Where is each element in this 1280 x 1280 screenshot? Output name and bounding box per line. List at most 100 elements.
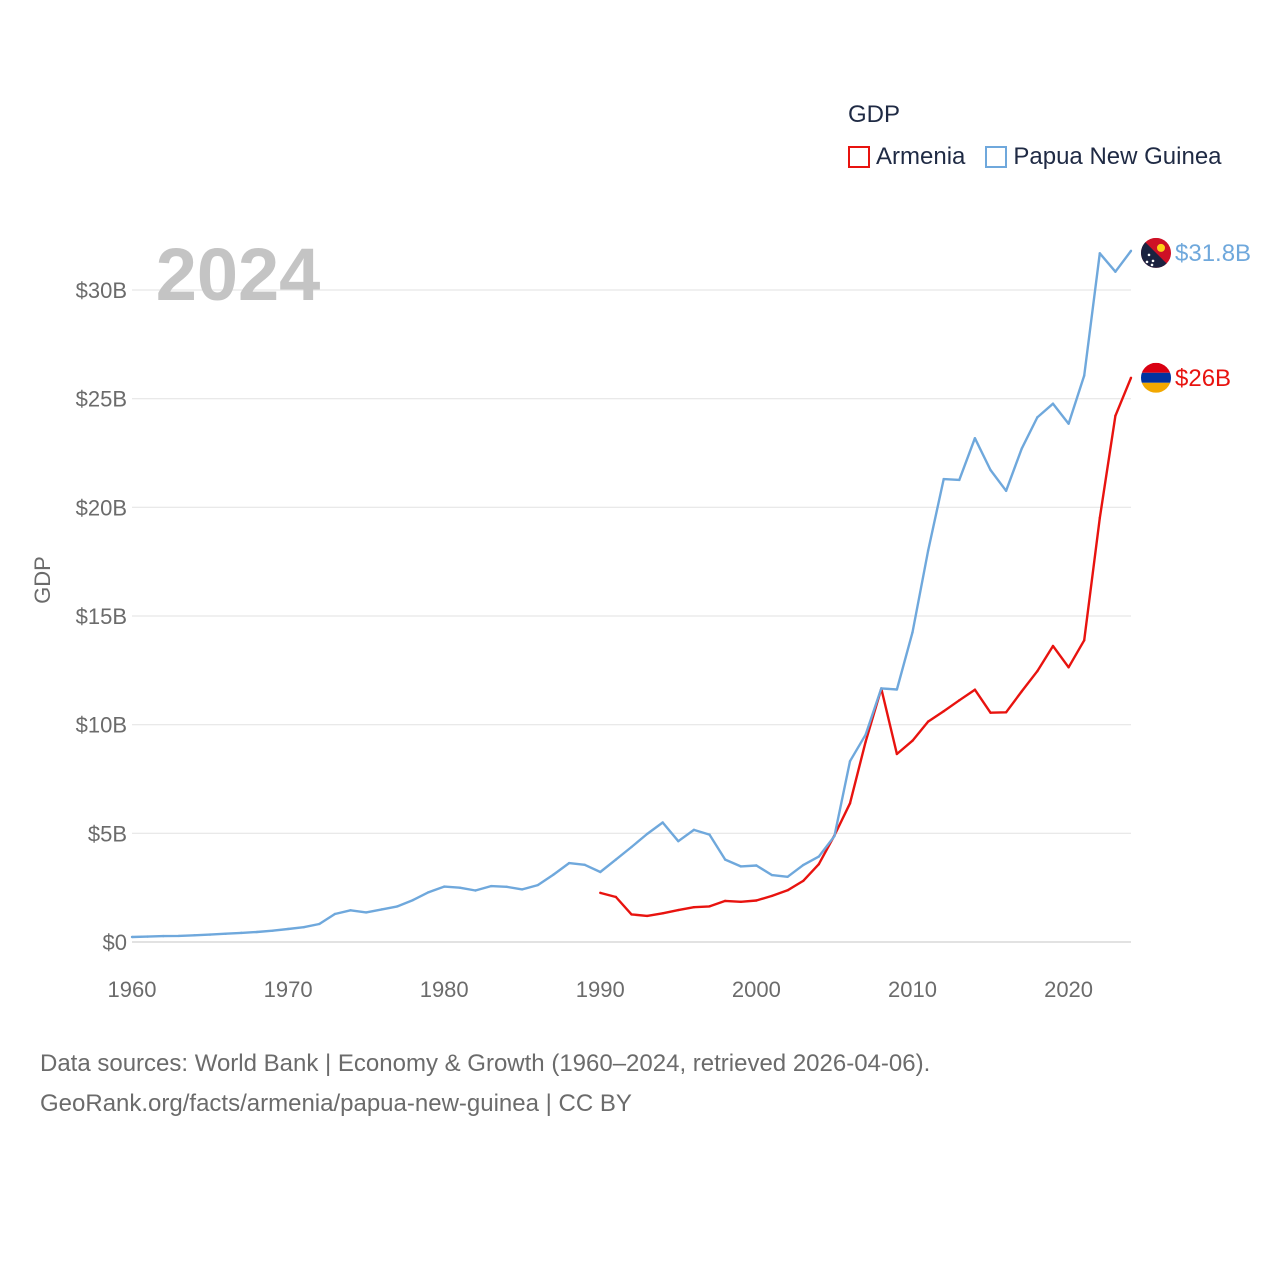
y-tick-label: $0 — [103, 930, 127, 955]
data-point-papua-new-guinea — [162, 934, 165, 938]
data-point-armenia — [708, 905, 711, 908]
data-point-armenia — [723, 899, 727, 903]
y-tick-label: $25B — [76, 387, 127, 412]
data-point-papua-new-guinea — [364, 911, 368, 914]
data-point-papua-new-guinea — [864, 733, 867, 736]
legend-swatch-papua-new-guinea — [985, 146, 1008, 168]
x-tick-label: 1990 — [576, 977, 625, 1002]
data-point-papua-new-guinea — [926, 549, 930, 552]
data-point-papua-new-guinea — [1020, 447, 1023, 450]
x-axis-ticks: 1960 1970 1980 1990 2000 2010 2020 — [108, 977, 1094, 1002]
data-point-armenia — [1004, 711, 1008, 714]
y-tick-label: $5B — [88, 821, 127, 846]
data-point-papua-new-guinea — [146, 935, 149, 938]
data-point-armenia — [1114, 414, 1117, 418]
data-point-papua-new-guinea — [411, 898, 415, 902]
data-point-papua-new-guinea — [427, 891, 430, 894]
data-point-papua-new-guinea — [474, 889, 477, 892]
data-point-armenia — [614, 895, 618, 899]
legend: Armenia Papua New Guinea — [848, 143, 1242, 171]
legend-title: GDP — [848, 101, 901, 128]
data-point-papua-new-guinea — [645, 832, 649, 836]
series-line-armenia[interactable] — [599, 377, 1133, 918]
data-point-papua-new-guinea — [614, 858, 618, 861]
data-point-armenia — [958, 699, 961, 702]
data-point-papua-new-guinea — [489, 884, 493, 888]
data-point-papua-new-guinea — [583, 863, 586, 867]
data-point-papua-new-guinea — [349, 909, 352, 912]
footer-attribution[interactable]: GeoRank.org/facts/armenia/papua-new-guin… — [40, 1090, 632, 1117]
data-point-armenia — [770, 894, 774, 898]
y-tick-label: $20B — [76, 495, 127, 520]
data-point-papua-new-guinea — [895, 688, 899, 691]
data-point-papua-new-guinea — [208, 933, 212, 936]
data-point-papua-new-guinea — [708, 833, 711, 836]
data-point-papua-new-guinea — [989, 468, 992, 472]
data-point-papua-new-guinea — [1036, 416, 1039, 419]
end-markers: $26B $31.8B — [1141, 237, 1251, 393]
x-tick-label: 1970 — [264, 977, 313, 1002]
data-point-papua-new-guinea — [880, 687, 883, 690]
legend-label-papua-new-guinea: Papua New Guinea — [1013, 143, 1222, 170]
footer-sources: Data sources: World Bank | Economy & Gro… — [40, 1050, 931, 1077]
data-point-papua-new-guinea — [1051, 402, 1055, 405]
data-point-papua-new-guinea — [958, 478, 961, 482]
legend-item-armenia[interactable]: Armenia — [848, 143, 965, 171]
y-tick-label: $10B — [76, 713, 127, 738]
data-point-papua-new-guinea — [755, 864, 758, 867]
data-point-papua-new-guinea — [380, 908, 383, 911]
data-point-armenia — [1129, 376, 1133, 380]
data-point-papua-new-guinea — [770, 873, 774, 877]
data-point-papua-new-guinea — [1082, 374, 1086, 377]
data-point-papua-new-guinea — [567, 861, 571, 865]
data-point-papua-new-guinea — [911, 631, 914, 634]
legend-label-armenia: Armenia — [876, 143, 966, 170]
data-point-papua-new-guinea — [271, 929, 274, 932]
data-point-papua-new-guinea — [817, 855, 821, 858]
data-point-papua-new-guinea — [521, 888, 524, 891]
data-point-papua-new-guinea — [458, 886, 461, 889]
data-point-papua-new-guinea — [833, 834, 836, 838]
data-point-armenia — [1051, 644, 1055, 648]
data-point-papua-new-guinea — [661, 821, 664, 824]
data-point-papua-new-guinea — [723, 858, 727, 861]
year-watermark: 2024 — [156, 233, 321, 316]
data-point-armenia — [755, 899, 758, 902]
data-point-armenia — [895, 752, 899, 756]
data-point-papua-new-guinea — [1129, 249, 1133, 253]
flag-icon-armenia — [1141, 362, 1171, 393]
data-point-papua-new-guinea — [396, 905, 399, 908]
data-point-armenia — [973, 688, 977, 691]
legend-item-papua-new-guinea[interactable]: Papua New Guinea — [985, 143, 1222, 171]
data-point-papua-new-guinea — [302, 926, 305, 929]
data-point-papua-new-guinea — [692, 828, 696, 832]
x-tick-label: 2000 — [732, 977, 781, 1002]
data-point-papua-new-guinea — [177, 934, 181, 938]
data-point-papua-new-guinea — [130, 935, 134, 939]
data-point-armenia — [645, 914, 649, 918]
data-point-armenia — [864, 740, 867, 744]
data-point-papua-new-guinea — [677, 839, 680, 843]
legend-swatch-armenia — [848, 146, 870, 168]
y-axis-label: GDP — [30, 556, 55, 604]
data-point-armenia — [599, 891, 602, 895]
data-point-armenia — [911, 739, 914, 742]
data-point-papua-new-guinea — [224, 932, 227, 935]
grid-lines — [132, 289, 1131, 943]
x-tick-label: 2010 — [888, 977, 937, 1002]
data-point-armenia — [661, 912, 664, 915]
data-point-papua-new-guinea — [536, 883, 540, 887]
y-tick-label: $30B — [76, 278, 127, 303]
data-point-papua-new-guinea — [1067, 422, 1070, 425]
end-label-armenia: $26B — [1175, 365, 1231, 392]
data-point-armenia — [677, 908, 680, 912]
data-point-armenia — [848, 802, 852, 805]
series-line-papua-new-guinea[interactable] — [131, 250, 1132, 939]
data-point-armenia — [1067, 666, 1070, 669]
data-point-armenia — [739, 900, 742, 903]
data-point-papua-new-guinea — [1004, 489, 1008, 493]
data-point-papua-new-guinea — [1114, 270, 1117, 273]
footer: Data sources: World Bank | Economy & Gro… — [40, 1044, 930, 1124]
data-point-papua-new-guinea — [552, 873, 555, 876]
data-point-armenia — [630, 913, 633, 916]
